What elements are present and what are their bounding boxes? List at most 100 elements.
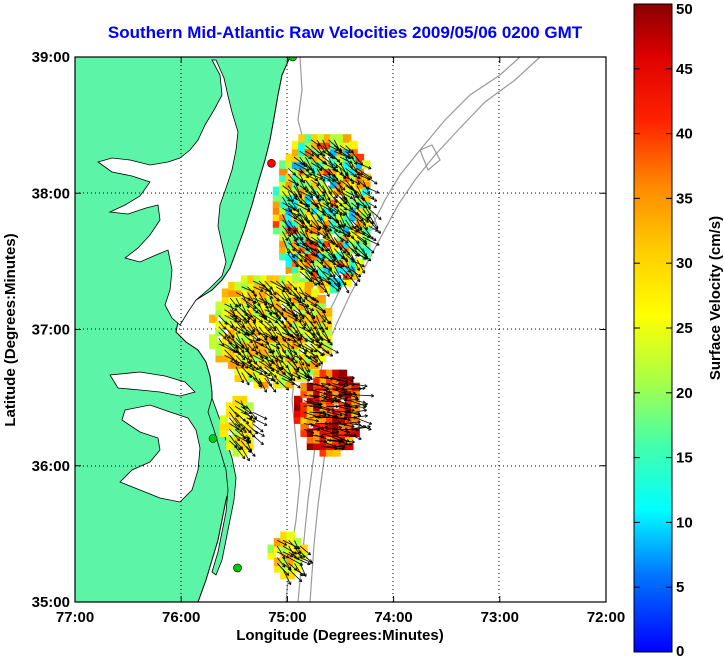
velocity-arrow <box>282 219 297 234</box>
velocity-cell <box>221 288 231 297</box>
velocity-arrow <box>305 259 316 272</box>
velocity-arrowhead <box>297 213 300 217</box>
velocity-arrowhead <box>354 284 358 287</box>
colorbar-tick-label: 15 <box>676 450 693 467</box>
velocity-arrowhead <box>371 394 375 397</box>
velocity-cell <box>349 212 358 222</box>
velocity-arrowhead <box>377 242 380 246</box>
velocity-arrowhead <box>362 402 366 404</box>
velocity-arrow <box>339 259 351 273</box>
velocity-cell <box>325 448 335 457</box>
velocity-cell <box>317 301 326 311</box>
velocity-cell <box>317 327 326 337</box>
velocity-cell <box>228 327 237 337</box>
velocity-arrow <box>258 366 271 377</box>
velocity-cell <box>349 160 358 169</box>
velocity-arrow <box>305 231 312 245</box>
velocity-arrowhead <box>379 216 382 220</box>
velocity-cell <box>209 314 218 324</box>
velocity-arrowhead <box>334 196 338 199</box>
velocity-arrow <box>351 179 361 185</box>
velocity-cell <box>317 314 326 324</box>
velocity-arrowhead <box>351 378 354 382</box>
velocity-arrowhead <box>237 349 240 353</box>
velocity-cell <box>285 308 295 317</box>
velocity-arrowhead <box>324 439 327 443</box>
x-tick-label: 76:00 <box>162 609 200 626</box>
velocity-arrow <box>339 145 351 153</box>
velocity-arrowhead <box>335 406 339 409</box>
velocity-arrow <box>275 360 281 371</box>
velocity-arrow <box>345 214 356 230</box>
velocity-arrowhead <box>340 257 344 260</box>
velocity-arrow <box>333 265 342 279</box>
velocity-arrowhead <box>323 413 327 416</box>
velocity-arrowhead <box>297 556 300 560</box>
velocity-cell <box>300 428 309 438</box>
velocity-arrow <box>258 343 275 353</box>
velocity-arrowhead <box>247 319 250 323</box>
velocity-arrowhead <box>358 227 362 231</box>
velocity-cell <box>311 153 320 163</box>
velocity-arrow <box>275 286 285 293</box>
velocity-arrow <box>338 440 348 445</box>
velocity-arrowhead <box>251 368 255 372</box>
velocity-arrow <box>351 231 367 243</box>
radar-site-marker <box>233 563 242 573</box>
velocity-arrow <box>287 208 297 220</box>
velocity-arrowhead <box>271 370 275 372</box>
velocity-arrow <box>310 202 320 209</box>
velocity-arrow <box>281 292 293 309</box>
velocity-arrow <box>309 394 320 398</box>
velocity-arrowhead <box>317 250 320 254</box>
velocity-cell <box>260 373 269 382</box>
velocity-arrowhead <box>299 318 302 322</box>
velocity-arrow <box>287 360 299 373</box>
velocity-arrowhead <box>332 275 336 278</box>
velocity-arrow <box>326 415 337 419</box>
velocity-arrow <box>258 360 275 372</box>
velocity-arrow <box>264 372 272 387</box>
velocity-cell <box>338 421 348 431</box>
velocity-cell <box>319 441 329 451</box>
velocity-cell <box>361 232 371 241</box>
velocity-arrow <box>282 568 292 585</box>
velocity-arrowhead <box>315 420 319 423</box>
velocity-cell <box>247 321 256 330</box>
velocity-arrowhead <box>296 329 298 334</box>
velocity-arrowhead <box>291 357 295 360</box>
velocity-arrowhead <box>227 337 231 339</box>
velocity-arrowhead <box>355 429 359 432</box>
velocity-arrow <box>299 190 314 198</box>
velocity-cell <box>311 258 320 267</box>
velocity-arrowhead <box>269 327 272 331</box>
velocity-arrowhead <box>299 574 303 577</box>
velocity-arrow <box>355 409 367 413</box>
velocity-arrow <box>287 297 294 306</box>
velocity-cell <box>260 308 269 317</box>
velocity-arrow <box>293 168 303 174</box>
velocity-arrowhead <box>290 347 294 349</box>
velocity-arrowhead <box>317 194 320 198</box>
velocity-arrowhead <box>237 448 241 451</box>
velocity-arrowhead <box>238 330 241 334</box>
velocity-arrow <box>247 320 255 332</box>
velocity-cell <box>291 219 301 228</box>
velocity-arrowhead <box>319 176 323 180</box>
velocity-arrowhead <box>326 294 330 297</box>
velocity-arrowhead <box>287 387 290 391</box>
velocity-arrow <box>304 337 321 349</box>
velocity-arrowhead <box>241 358 245 361</box>
velocity-cell <box>285 219 295 228</box>
velocity-arrow <box>339 185 347 201</box>
velocity-arrowhead <box>344 390 348 393</box>
velocity-arrowhead <box>260 319 263 323</box>
velocity-arrow <box>270 332 276 342</box>
velocity-arrow <box>321 332 333 346</box>
velocity-arrow <box>332 410 351 413</box>
velocity-arrow <box>322 139 331 157</box>
velocity-arrow <box>241 372 250 386</box>
velocity-cell <box>228 294 237 304</box>
velocity-arrow <box>293 315 302 323</box>
velocity-arrowhead <box>329 320 332 324</box>
